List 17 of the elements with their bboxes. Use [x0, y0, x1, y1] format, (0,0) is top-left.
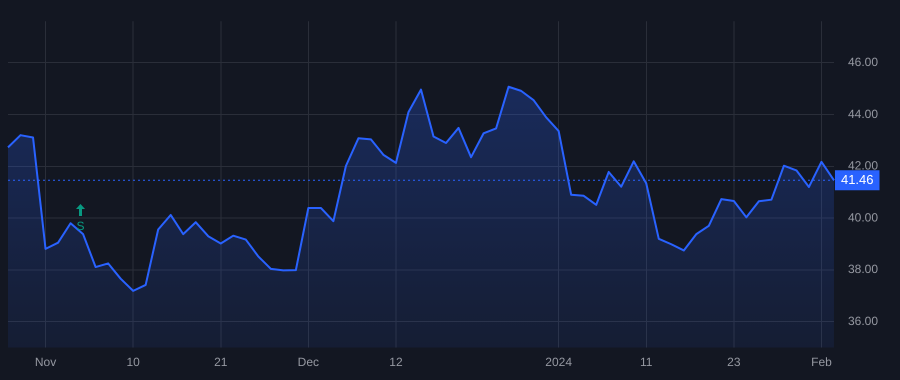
y-tick-label: 44.00 [848, 106, 878, 121]
x-tick-label: 12 [389, 355, 403, 370]
y-tick-label: 42.00 [848, 158, 878, 173]
x-tick-label: 10 [126, 355, 140, 370]
annotation: S [76, 219, 84, 233]
y-tick-label: 46.00 [848, 54, 878, 69]
x-tick-label: 23 [727, 355, 741, 370]
y-tick-label: 40.00 [848, 210, 878, 224]
ref-line-label: 41.46 [840, 172, 874, 187]
y-tick-label: 38.00 [848, 262, 878, 276]
x-tick-label: 21 [214, 355, 228, 370]
y-tick-label: 36.00 [848, 314, 878, 328]
x-tick-label: Dec [298, 355, 320, 370]
x-tick-label: Feb [811, 355, 832, 370]
x-tick-label: 11 [640, 355, 653, 370]
x-tick-label: Nov [34, 355, 56, 370]
x-tick-label: 2024 [545, 355, 572, 370]
